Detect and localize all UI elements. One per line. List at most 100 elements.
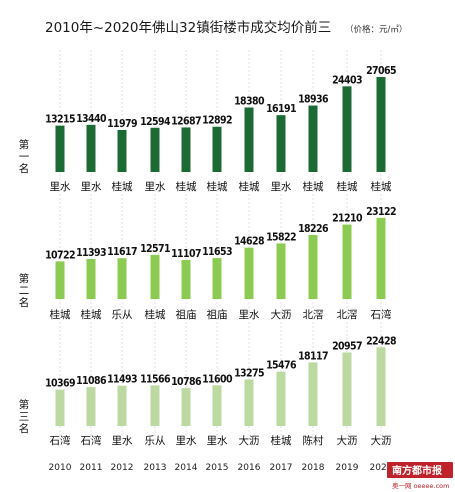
bar: [86, 259, 96, 299]
value-label: 16191: [266, 103, 296, 115]
town-label: 桂城: [239, 180, 260, 193]
year-label: 2015: [206, 463, 229, 473]
rank-label: 第: [19, 272, 30, 285]
bar: [342, 224, 352, 299]
bar: [244, 247, 254, 299]
town-label: 桂城: [207, 180, 228, 193]
bar: [117, 129, 127, 172]
town-label: 桂城: [176, 180, 197, 193]
value-label: 11566: [140, 373, 171, 385]
town-label: 乐从: [112, 309, 133, 321]
bar: [244, 107, 254, 172]
year-label: 2016: [238, 463, 261, 473]
bar: [55, 261, 65, 299]
value-label: 14628: [234, 236, 264, 248]
rank-label: 名: [19, 422, 30, 435]
value-label: 11979: [107, 118, 137, 130]
town-label: 桂城: [303, 180, 324, 193]
value-label: 18380: [234, 95, 265, 107]
year-label: 2019: [336, 463, 359, 473]
rank-label: 名: [19, 296, 30, 309]
town-label: 石湾: [50, 434, 71, 447]
town-label: 桂城: [337, 180, 358, 193]
value-label: 27065: [366, 65, 396, 77]
value-label: 20957: [332, 340, 362, 352]
chart-title: 2010年~2020年佛山32镇街楼市成交均价前三: [45, 19, 331, 36]
value-label: 15822: [266, 231, 296, 243]
town-label: 桂城: [145, 308, 166, 321]
bar: [276, 115, 286, 172]
bar: [117, 385, 127, 426]
town-label: 大沥: [337, 434, 358, 447]
town-label: 石湾: [371, 308, 392, 321]
town-label: 桂城: [81, 308, 102, 321]
rank-label: 一: [19, 151, 30, 163]
bar: [376, 347, 386, 426]
unit-label: （价格：元/㎡）: [345, 24, 407, 35]
bar: [212, 258, 222, 299]
year-label: 2017: [270, 463, 293, 473]
town-label: 陈村: [303, 434, 324, 447]
town-label: 北滘: [337, 309, 358, 321]
rank-label: 二: [19, 285, 30, 297]
town-label: 里水: [50, 181, 71, 193]
value-label: 11493: [107, 374, 137, 386]
value-label: 15476: [266, 360, 297, 372]
town-label: 北滘: [303, 309, 324, 321]
value-label: 11600: [202, 373, 233, 385]
rank-label: 三: [19, 411, 30, 423]
value-label: 21210: [332, 213, 363, 225]
bar: [342, 352, 352, 426]
year-label: 2014: [175, 463, 198, 473]
town-label: 大沥: [371, 434, 392, 447]
bar: [376, 77, 386, 172]
town-label: 里水: [207, 435, 228, 447]
bar: [150, 127, 160, 172]
town-label: 里水: [81, 181, 102, 193]
rank-label: 第: [19, 398, 30, 411]
town-label: 大沥: [271, 308, 292, 321]
bar: [276, 243, 286, 299]
town-label: 里水: [239, 309, 260, 321]
bar: [181, 127, 191, 172]
value-label: 22428: [366, 335, 396, 347]
value-label: 12571: [140, 243, 170, 255]
town-label: 祖庙: [207, 308, 228, 321]
town-label: 桂城: [271, 434, 292, 447]
value-label: 12594: [140, 116, 171, 128]
value-label: 23122: [366, 206, 396, 218]
town-label: 乐从: [145, 435, 166, 447]
bar: [86, 387, 96, 426]
town-label: 里水: [145, 181, 166, 193]
value-label: 10369: [45, 378, 75, 390]
value-label: 12687: [171, 115, 201, 127]
town-label: 石湾: [81, 434, 102, 447]
town-label: 桂城: [50, 308, 71, 321]
value-label: 18936: [298, 94, 329, 106]
bar: [342, 86, 352, 172]
value-label: 13440: [76, 113, 107, 125]
town-label: 里水: [112, 435, 133, 447]
value-label: 18117: [298, 350, 328, 362]
value-label: 24403: [332, 74, 362, 86]
bar: [308, 105, 318, 172]
year-labels: 2010 2011 2012 2013 2014 2015 2016 2017 2018 2019…: [49, 463, 393, 473]
value-label: 11393: [76, 247, 106, 259]
bar: [117, 258, 127, 299]
value-label: 11107: [171, 248, 201, 260]
town-label: 里水: [176, 435, 197, 447]
bar: [181, 388, 191, 426]
value-label: 13275: [234, 367, 264, 379]
value-label: 18226: [298, 223, 329, 235]
newspaper-logo: 南方都市报 奥一网 oeeee.com: [387, 462, 453, 490]
bar: [376, 217, 386, 299]
logo-brand: 南方都市报: [392, 464, 442, 477]
rank-label: 第: [19, 138, 30, 151]
town-label: 桂城: [112, 180, 133, 193]
bar: [181, 260, 191, 299]
value-label: 11086: [76, 375, 107, 387]
rank-label: 名: [19, 162, 30, 175]
year-label: 2010: [49, 463, 72, 473]
